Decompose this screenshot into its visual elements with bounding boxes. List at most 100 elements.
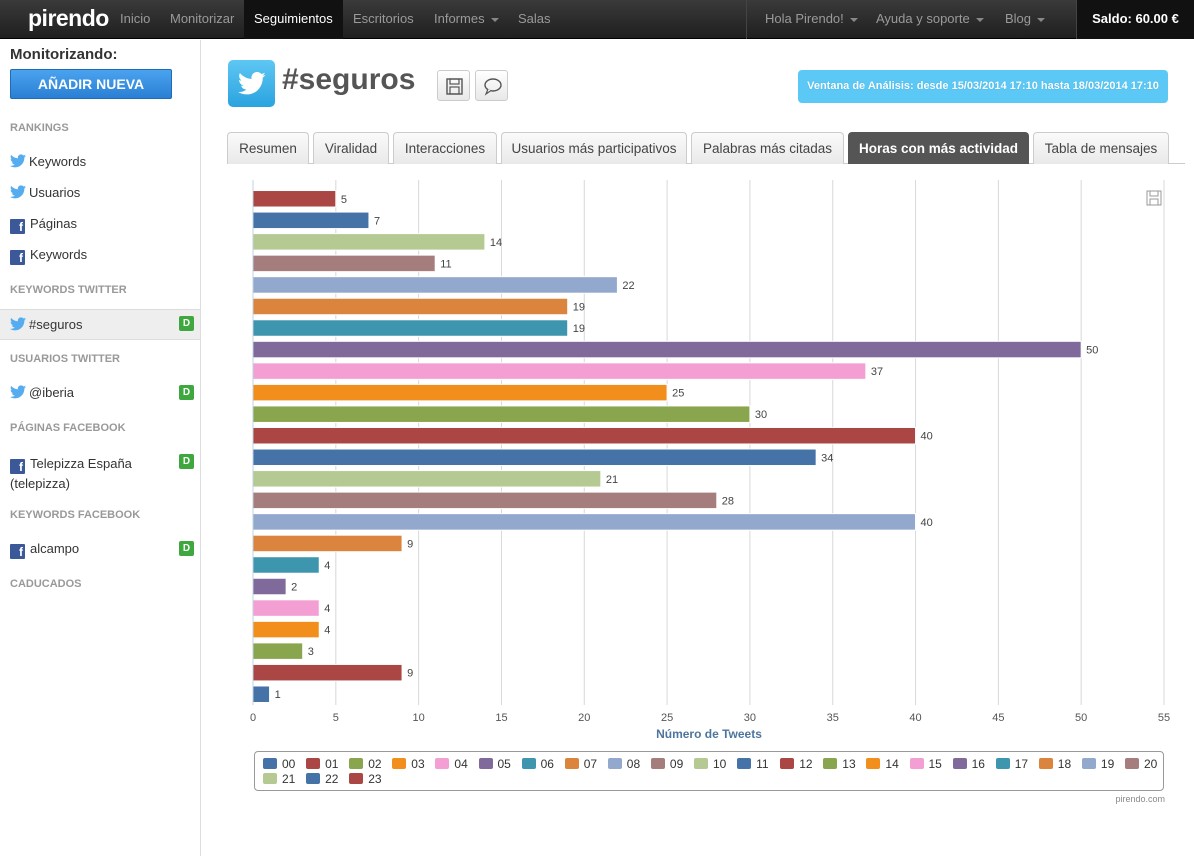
legend-item-12[interactable]: 12 — [780, 757, 813, 771]
legend-label: 18 — [1057, 757, 1072, 771]
legend-item-22[interactable]: 22 — [306, 772, 338, 786]
nav-hola-pirendo[interactable]: Hola Pirendo! — [765, 0, 858, 39]
sidebar-item-alcampo[interactable]: f alcampo D — [0, 541, 200, 559]
legend-item-10[interactable]: 10 — [694, 757, 726, 771]
legend-item-23[interactable]: 23 — [349, 772, 382, 786]
tab-viralidad[interactable]: Viralidad — [313, 132, 389, 164]
chart-bar-21[interactable] — [252, 233, 486, 251]
nav-escritorios[interactable]: Escritorios — [353, 11, 414, 26]
legend-item-02[interactable]: 02 — [349, 757, 382, 771]
chart-x-tick-label: 50 — [1075, 712, 1087, 724]
legend-item-00[interactable]: 00 — [263, 757, 295, 771]
nav-blog[interactable]: Blog — [1005, 0, 1046, 39]
nav-monitorizar[interactable]: Monitorizar — [170, 11, 235, 26]
nav-divider — [746, 0, 747, 39]
chart-bar-13[interactable] — [252, 405, 751, 423]
legend-swatch — [306, 758, 321, 769]
twitter-bird-icon — [10, 154, 26, 168]
sidebar-item-rankings-usuarios[interactable]: Usuarios — [0, 185, 200, 200]
chart-bar-01[interactable] — [252, 663, 403, 682]
legend-swatch — [607, 758, 622, 769]
sidebar-item-telepizza[interactable]: f Telepizza España (telepizza) D — [0, 454, 200, 493]
chart-data-label: 5 — [341, 194, 347, 206]
legend-item-08[interactable]: 08 — [607, 757, 640, 771]
chart-bar-15[interactable] — [252, 362, 867, 380]
chart-bar-03[interactable] — [252, 620, 320, 639]
comment-button[interactable] — [475, 70, 508, 101]
legend-item-04[interactable]: 04 — [435, 757, 468, 771]
chart-bar-09[interactable] — [252, 491, 718, 510]
tab-horas-actividad[interactable]: Horas con más actividad — [848, 132, 1029, 164]
chart-bar-18[interactable] — [252, 297, 569, 316]
chart-bar-22[interactable] — [252, 211, 370, 230]
legend-label: 04 — [454, 757, 468, 771]
chart-bar-17[interactable] — [252, 319, 569, 337]
legend-item-07[interactable]: 07 — [564, 757, 597, 771]
chart-bar-02[interactable] — [252, 642, 304, 660]
sidebar-item-rankings-keywords-twitter[interactable]: Keywords — [0, 154, 200, 169]
legend-item-14[interactable]: 14 — [866, 757, 899, 771]
chart-bar-11[interactable] — [252, 448, 817, 467]
legend-item-13[interactable]: 13 — [823, 757, 856, 771]
sidebar-item-rankings-paginas[interactable]: f Páginas — [0, 216, 200, 234]
pirendo-logo[interactable]: pirendo — [28, 5, 109, 31]
nav-seguimientos[interactable]: Seguimientos — [244, 0, 343, 39]
legend-item-09[interactable]: 09 — [650, 757, 683, 771]
legend-item-18[interactable]: 18 — [1038, 757, 1072, 771]
chart-data-label: 40 — [921, 517, 933, 529]
nav-inicio[interactable]: Inicio — [120, 11, 151, 26]
sidebar-item-label: alcampo — [30, 541, 80, 556]
tab-resumen[interactable]: Resumen — [227, 132, 309, 164]
legend-label: 13 — [842, 757, 856, 771]
tab-tabla-mensajes[interactable]: Tabla de mensajes — [1033, 132, 1169, 164]
chart-bar-08[interactable] — [252, 513, 917, 531]
nav-informes[interactable]: Informes — [434, 0, 499, 39]
nav-salas[interactable]: Salas — [518, 11, 551, 26]
chart-bar-23[interactable] — [252, 190, 337, 208]
legend-item-06[interactable]: 06 — [521, 757, 554, 771]
chart-bar-10[interactable] — [252, 470, 602, 488]
chart-export-icon[interactable] — [1146, 190, 1162, 206]
legend-swatch — [780, 758, 795, 769]
legend-item-15[interactable]: 15 — [909, 757, 942, 771]
chart-data-label: 9 — [407, 668, 413, 680]
tab-interacciones[interactable]: Interacciones — [393, 132, 497, 164]
balance-display[interactable]: Saldo: 60.00 € — [1077, 0, 1194, 39]
legend-item-17[interactable]: 17 — [995, 757, 1028, 771]
chart-bar-16[interactable] — [252, 340, 1082, 359]
sidebar-item-iberia[interactable]: @iberia D — [0, 385, 200, 400]
chart-bar-20[interactable] — [252, 254, 436, 273]
nav-ayuda[interactable]: Ayuda y soporte — [876, 0, 984, 39]
save-button[interactable] — [437, 70, 470, 101]
legend-item-20[interactable]: 20 — [1125, 757, 1157, 771]
add-new-button[interactable]: AÑADIR NUEVA — [10, 69, 172, 99]
legend-item-11[interactable]: 11 — [737, 757, 769, 771]
chart-bar-07[interactable] — [252, 534, 403, 553]
chart-bar-19[interactable] — [252, 276, 618, 294]
legend-label: 21 — [282, 772, 296, 786]
page-title: #seguros — [282, 63, 416, 96]
legend-item-05[interactable]: 05 — [478, 757, 511, 771]
chart-bar-00[interactable] — [252, 685, 271, 703]
chart-bar-12[interactable] — [252, 426, 917, 445]
tab-palabras-citadas[interactable]: Palabras más citadas — [691, 132, 844, 164]
legend-item-16[interactable]: 16 — [952, 757, 985, 771]
legend-swatch — [349, 758, 364, 769]
sidebar-item-rankings-keywords-facebook[interactable]: f Keywords — [0, 247, 200, 265]
chart-bar-14[interactable] — [252, 383, 668, 402]
chart-x-tick-label: 20 — [578, 712, 590, 724]
legend-label: 12 — [799, 757, 813, 771]
legend-item-19[interactable]: 19 — [1081, 757, 1114, 771]
legend-label: 03 — [411, 757, 425, 771]
chart-bar-04[interactable] — [252, 599, 320, 617]
legend-item-21[interactable]: 21 — [263, 772, 295, 786]
chart-x-tick-label: 10 — [413, 712, 425, 724]
sidebar-item-seguros[interactable]: #seguros D — [0, 309, 200, 340]
nav-divider — [1076, 0, 1077, 39]
chart-bar-06[interactable] — [252, 556, 320, 574]
legend-item-01[interactable]: 01 — [306, 757, 338, 771]
tab-usuarios-participativos[interactable]: Usuarios más participativos — [501, 132, 687, 164]
legend-item-03[interactable]: 03 — [392, 757, 425, 771]
chart-bar-05[interactable] — [252, 577, 287, 596]
